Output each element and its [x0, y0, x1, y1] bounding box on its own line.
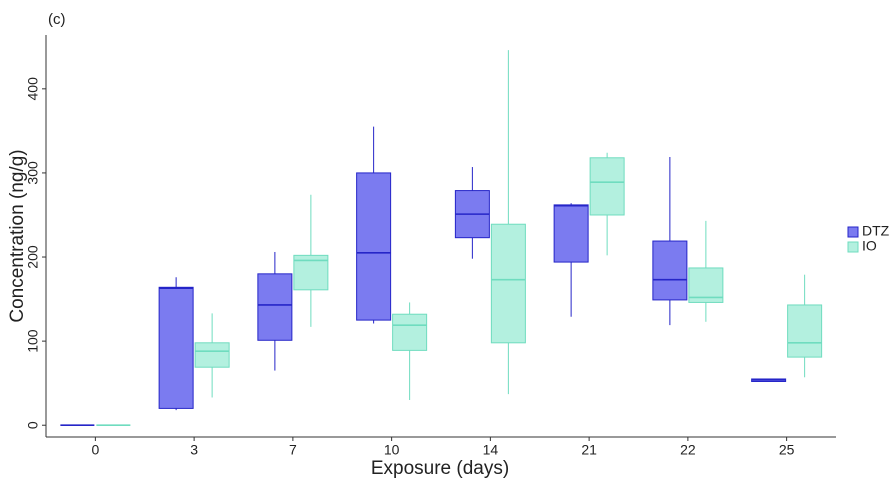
- y-tick-label: 100: [25, 329, 41, 353]
- box: [257, 273, 293, 341]
- box: [158, 286, 194, 409]
- x-tick-label: 10: [384, 442, 400, 458]
- x-tick-label: 3: [190, 442, 198, 458]
- x-tick-label: 25: [779, 442, 795, 458]
- box: [553, 204, 589, 263]
- x-tick-label: 22: [680, 442, 696, 458]
- y-tick-label: 300: [25, 161, 41, 185]
- box: [652, 240, 688, 301]
- x-tick-label: 14: [483, 442, 499, 458]
- y-axis-title: Concentration (ng/g): [7, 149, 28, 322]
- x-tick-label: 21: [581, 442, 597, 458]
- x-tick-label: 0: [91, 442, 99, 458]
- x-tick-label: 7: [289, 442, 297, 458]
- x-axis-title: Exposure (days): [371, 458, 509, 479]
- legend-swatch: [847, 241, 859, 253]
- legend-swatch: [847, 226, 859, 238]
- box: [392, 313, 428, 351]
- box: [194, 342, 230, 368]
- box: [589, 157, 625, 216]
- legend-label: IO: [862, 238, 877, 254]
- chart-title: (c): [48, 11, 66, 28]
- box: [356, 172, 392, 321]
- y-tick-label: 0: [25, 421, 41, 429]
- box: [490, 223, 526, 344]
- box: [787, 304, 823, 358]
- y-tick-label: 400: [25, 77, 41, 101]
- y-tick-label: 200: [25, 245, 41, 269]
- legend-label: DTZ: [862, 223, 890, 239]
